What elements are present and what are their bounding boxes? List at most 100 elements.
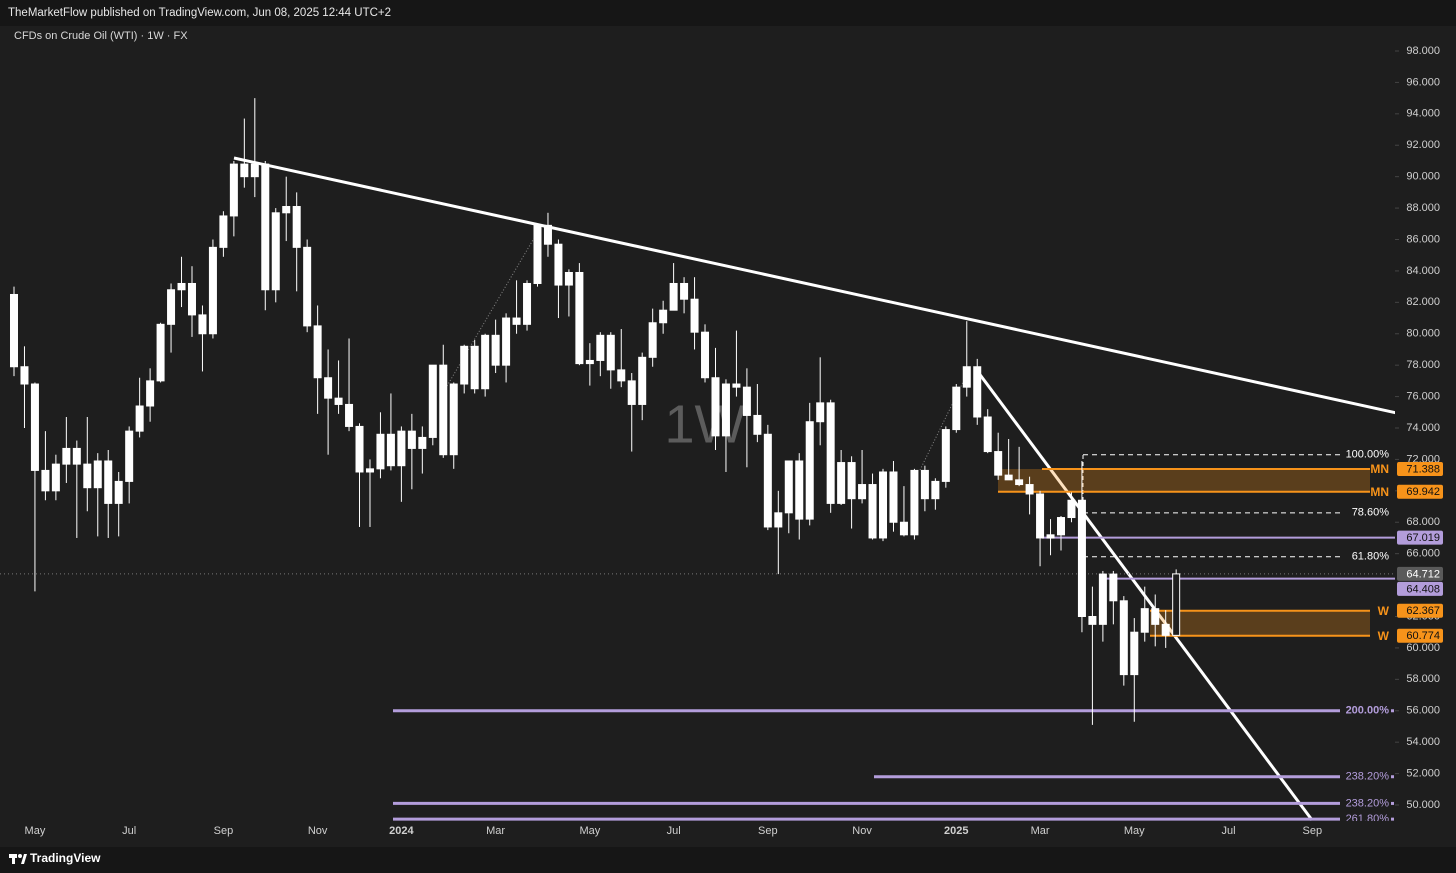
symbol-title: CFDs on Crude Oil (WTI) · 1W · FX — [14, 30, 188, 42]
y-tick-label: 60.000 — [1406, 642, 1440, 654]
candle-body — [1098, 573, 1107, 625]
candle-body — [585, 359, 594, 365]
candle-body — [324, 377, 333, 399]
candle-body — [837, 462, 846, 504]
candle-body — [1151, 608, 1160, 625]
candle-body — [72, 447, 81, 465]
candle-body — [449, 383, 458, 456]
candle-body — [167, 289, 176, 325]
price-tag — [1397, 581, 1443, 596]
candle-body — [564, 271, 573, 286]
plot-area: 100.00% 78.60% 61.80% 200.00% 238.20% 238.20%… — [0, 98, 1395, 825]
x-tick-label: Jul — [122, 825, 136, 837]
candle-body — [690, 298, 699, 333]
candle-body — [177, 282, 186, 291]
y-tick-label: 90.000 — [1406, 171, 1440, 183]
candle-body — [889, 471, 898, 523]
y-tick-label: 54.000 — [1406, 736, 1440, 748]
candle-body — [240, 163, 249, 178]
y-tick-label: 66.000 — [1406, 548, 1440, 560]
x-tick-label: Nov — [308, 825, 328, 837]
price-tag — [1397, 484, 1443, 499]
candle-body — [816, 402, 825, 423]
fib-marker — [1391, 775, 1394, 779]
x-tick-label: May — [579, 825, 600, 837]
candle-body — [795, 460, 804, 520]
candle-body — [931, 480, 940, 500]
footer-bar — [0, 847, 1456, 873]
candle-body — [135, 405, 144, 432]
tv-logo — [9, 854, 27, 864]
candle-body — [1077, 499, 1086, 617]
candle-body — [753, 414, 762, 435]
candle-body — [104, 460, 113, 504]
candle-body — [858, 484, 867, 500]
level-tag: W — [1378, 629, 1390, 643]
level-tag: MN — [1370, 462, 1389, 476]
candle-body — [680, 282, 689, 300]
x-tick-label: 2025 — [944, 825, 968, 837]
candle-body — [1161, 623, 1170, 636]
level-tag: MN — [1370, 485, 1389, 499]
candle-body — [83, 463, 92, 489]
candle-body — [439, 364, 448, 456]
price-tag — [1397, 462, 1443, 477]
candle-body — [271, 212, 280, 291]
candle-body — [418, 436, 427, 449]
y-tick-label: 98.000 — [1406, 45, 1440, 57]
candle-body — [784, 460, 793, 514]
candle-body — [1119, 600, 1128, 676]
candle-body — [627, 380, 636, 405]
candle-body — [376, 433, 385, 470]
candle-body — [407, 430, 416, 449]
candle-body — [62, 447, 71, 465]
candle-body — [1130, 631, 1139, 676]
candle-body — [428, 364, 437, 438]
candle-body — [1140, 608, 1149, 633]
candle-body — [1015, 479, 1024, 486]
candle-body — [763, 433, 772, 528]
fib-label: 261.80% — [1346, 813, 1390, 825]
x-tick-label: Jul — [1221, 825, 1235, 837]
candle-body — [334, 397, 343, 405]
price-tag-label: 62.367 — [1406, 605, 1440, 617]
candle-body — [219, 215, 228, 248]
price-tag — [1397, 603, 1443, 618]
price-tag — [1397, 530, 1443, 545]
published-text: TheMarketFlow published on TradingView.c… — [8, 7, 391, 19]
candle-body — [941, 429, 950, 482]
candle-body — [187, 282, 196, 316]
x-tick-label: May — [25, 825, 46, 837]
y-tick-label: 80.000 — [1406, 328, 1440, 340]
price-tag-label: 64.712 — [1406, 568, 1440, 580]
x-tick-label: May — [1124, 825, 1145, 837]
y-tick-label: 94.000 — [1406, 108, 1440, 120]
candle-body — [774, 512, 783, 528]
candle-body — [899, 521, 908, 536]
candle-body — [229, 163, 238, 217]
candle-body — [365, 468, 374, 473]
candle-body — [596, 334, 605, 361]
candle-body — [659, 309, 668, 324]
candle-body — [721, 383, 730, 437]
candle-body — [30, 383, 39, 471]
candle-body — [1057, 517, 1065, 536]
x-tick-label: Jul — [667, 825, 681, 837]
candle-body — [1004, 474, 1013, 481]
candle-body — [879, 471, 888, 539]
candle-body — [470, 345, 479, 390]
candle-body — [355, 425, 364, 473]
candle-body — [701, 331, 710, 379]
candle-body — [51, 463, 60, 492]
candle-body — [575, 271, 584, 365]
candle-body — [460, 345, 469, 385]
candle-body — [543, 224, 552, 245]
candle-body — [386, 433, 395, 467]
candle-body — [826, 402, 835, 504]
fib-label: 78.60% — [1352, 507, 1390, 519]
candle-body — [491, 334, 500, 366]
candle-body — [973, 366, 982, 418]
